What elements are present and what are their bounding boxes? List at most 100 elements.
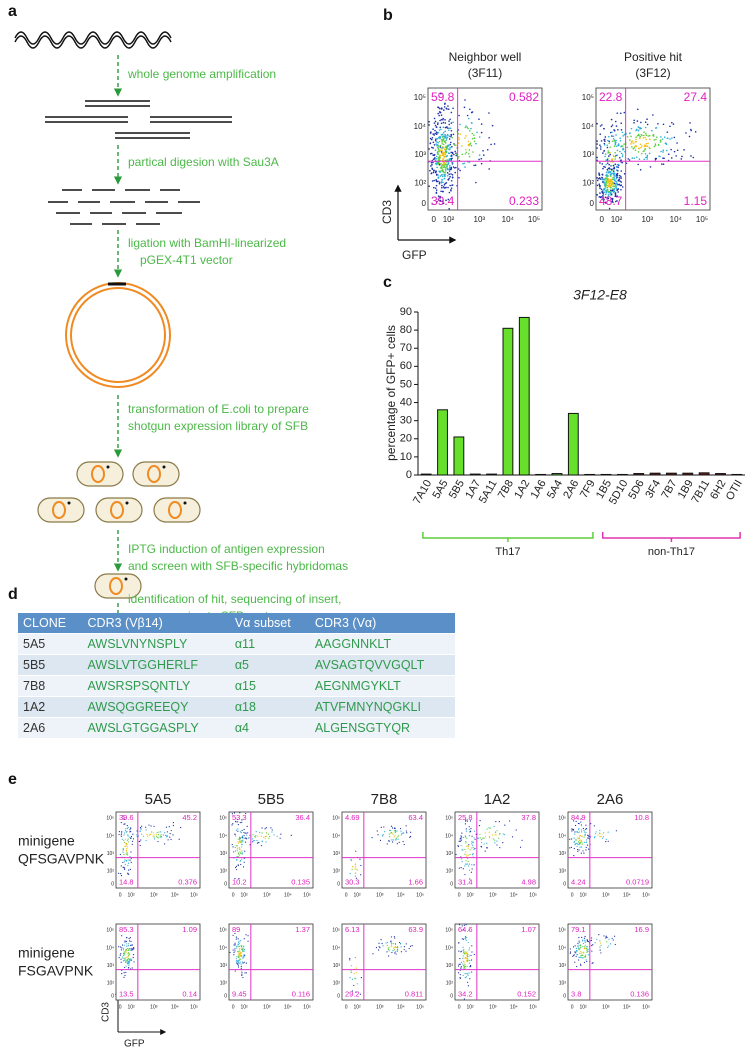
- event-dot: [606, 178, 609, 181]
- x-tick-label: 10³: [474, 215, 486, 224]
- event-dot: [440, 107, 443, 109]
- event-dot: [580, 818, 582, 820]
- event-dot: [237, 944, 239, 946]
- event-dot: [665, 149, 668, 152]
- event-dot: [616, 172, 619, 175]
- event-dot: [616, 112, 619, 114]
- quadrant-value: 9.45: [232, 990, 247, 999]
- event-dot: [596, 194, 598, 196]
- event-dot: [409, 835, 412, 838]
- x-tick-label: 10²: [611, 215, 623, 224]
- event-dot: [462, 974, 464, 977]
- event-dot: [447, 168, 450, 171]
- x-tick-label: 5A11: [477, 478, 500, 506]
- event-dot: [488, 137, 490, 139]
- event-dot: [637, 151, 640, 153]
- event-dot: [126, 959, 129, 961]
- event-dot: [619, 150, 621, 153]
- event-dot: [498, 837, 500, 839]
- bar: [518, 316, 530, 476]
- event-dot: [349, 959, 351, 961]
- event-dot: [583, 946, 586, 948]
- event-dot: [449, 143, 452, 146]
- event-dot: [125, 959, 127, 961]
- event-dot: [444, 122, 447, 124]
- x-tick-label: 10⁵: [416, 892, 424, 898]
- event-dot: [662, 149, 665, 152]
- quadrant-value: 0.135: [291, 878, 310, 887]
- event-dot: [465, 842, 467, 844]
- event-dot: [243, 938, 245, 940]
- event-dot: [152, 832, 155, 834]
- event-dot: [129, 859, 131, 861]
- event-dot: [234, 944, 236, 946]
- event-dot: [121, 935, 123, 937]
- event-dot: [580, 946, 582, 949]
- event-dot: [122, 952, 125, 955]
- event-dot: [632, 147, 635, 150]
- event-dot: [631, 146, 633, 148]
- event-dot: [598, 185, 601, 188]
- event-dot: [464, 126, 467, 129]
- event-dot: [435, 143, 437, 145]
- event-dot: [231, 824, 233, 826]
- event-dot: [617, 166, 619, 169]
- event-dot: [441, 142, 444, 145]
- chart-title: 3F12-E8: [573, 287, 627, 303]
- event-dot: [350, 965, 352, 967]
- plot-frame: [341, 811, 427, 889]
- table-row: 5B5 AWSLVTGGHERLF α5 AVSAGTQVVGQLT: [18, 654, 455, 676]
- event-dot: [437, 174, 439, 176]
- event-dot: [236, 855, 238, 858]
- event-dot: [616, 176, 618, 179]
- x-tick-label: 10⁴: [502, 215, 515, 224]
- event-dot: [647, 135, 650, 137]
- event-dot: [388, 840, 391, 842]
- event-dot: [392, 832, 394, 834]
- event-dot: [620, 152, 623, 155]
- flow-plot: 4.69 63.430.3 1.660010²10²10³10³10⁴10⁴10⁵1…: [332, 811, 427, 898]
- event-dot: [359, 993, 361, 995]
- event-dot: [467, 941, 469, 944]
- event-dot: [580, 852, 582, 854]
- event-dot: [591, 937, 593, 939]
- event-dot: [240, 963, 242, 965]
- axis-label: CD3: [380, 200, 394, 224]
- event-dot: [241, 840, 243, 842]
- y-tick-label: 10⁵: [219, 815, 227, 821]
- event-dot: [443, 140, 446, 143]
- event-dot: [605, 841, 607, 843]
- event-dot: [448, 191, 451, 194]
- event-dot: [126, 824, 128, 827]
- event-dot: [575, 820, 577, 823]
- event-dot: [441, 133, 444, 136]
- event-dot: [583, 831, 586, 833]
- event-dot: [465, 851, 467, 853]
- event-dot: [461, 849, 463, 851]
- plot-frame: [567, 923, 653, 1001]
- event-dot: [126, 945, 128, 947]
- event-dot: [468, 828, 470, 831]
- event-dot: [448, 173, 450, 176]
- table-row: 1A2 AWSQGGREEQY α18 ATVFMNYNQGKLI: [18, 696, 455, 718]
- event-dot: [437, 195, 440, 197]
- event-dot: [246, 825, 248, 827]
- event-dot: [124, 966, 126, 969]
- event-dot: [402, 832, 404, 834]
- event-dot: [382, 835, 384, 837]
- event-dot: [606, 174, 609, 177]
- x-tick-label: OTII: [724, 478, 745, 503]
- event-dot: [609, 193, 612, 196]
- event-dot: [466, 855, 468, 857]
- event-dot: [375, 946, 378, 949]
- event-dot: [590, 939, 593, 941]
- event-dot: [457, 972, 460, 974]
- event-dot: [587, 837, 589, 839]
- x-tick-label: 0: [232, 1004, 235, 1010]
- event-dot: [350, 858, 352, 860]
- plot-title: (3F11): [468, 66, 502, 80]
- event-dot: [245, 812, 247, 815]
- event-dot: [675, 155, 677, 157]
- event-dot: [584, 935, 586, 938]
- event-dot: [240, 952, 243, 954]
